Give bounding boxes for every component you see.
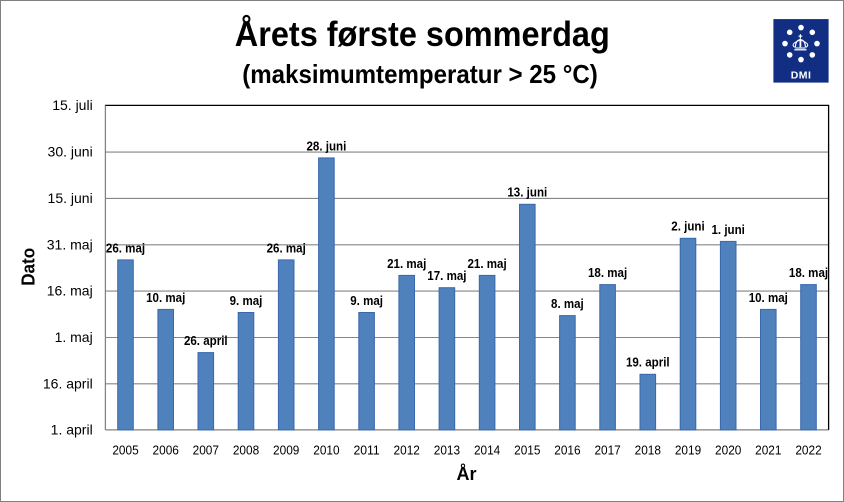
svg-text:18. maj: 18. maj <box>789 266 828 280</box>
svg-text:2007: 2007 <box>193 443 219 458</box>
svg-text:13. juni: 13. juni <box>507 186 547 200</box>
svg-text:2016: 2016 <box>554 443 580 458</box>
svg-text:10. maj: 10. maj <box>146 291 185 305</box>
svg-text:2008: 2008 <box>233 443 259 458</box>
svg-text:2021: 2021 <box>755 443 781 458</box>
svg-text:2006: 2006 <box>153 443 179 458</box>
svg-text:9. maj: 9. maj <box>350 294 383 308</box>
svg-text:2010: 2010 <box>313 443 339 458</box>
svg-text:17. maj: 17. maj <box>427 269 466 283</box>
svg-text:(maksimumtemperatur > 25 °C): (maksimumtemperatur > 25 °C) <box>242 59 598 89</box>
svg-text:16. april: 16. april <box>43 375 93 391</box>
svg-text:2015: 2015 <box>514 443 540 458</box>
svg-text:16. maj: 16. maj <box>47 283 93 299</box>
svg-text:30. juni: 30. juni <box>48 144 93 160</box>
svg-text:26. april: 26. april <box>184 334 228 348</box>
svg-text:18. maj: 18. maj <box>588 266 627 280</box>
svg-text:2022: 2022 <box>795 443 821 458</box>
svg-text:28. juni: 28. juni <box>306 139 346 153</box>
svg-text:15. juni: 15. juni <box>48 190 93 206</box>
svg-text:2017: 2017 <box>594 443 620 458</box>
svg-text:2013: 2013 <box>434 443 460 458</box>
svg-text:2014: 2014 <box>474 443 500 458</box>
svg-text:1. maj: 1. maj <box>55 329 93 345</box>
svg-text:Dato: Dato <box>19 248 39 286</box>
svg-text:21. maj: 21. maj <box>468 257 507 271</box>
svg-text:1. april: 1. april <box>51 422 93 438</box>
svg-text:2019: 2019 <box>675 443 701 458</box>
svg-text:1. juni: 1. juni <box>712 223 745 237</box>
svg-text:19. april: 19. april <box>626 356 670 370</box>
svg-text:26. maj: 26. maj <box>267 241 306 255</box>
svg-text:2012: 2012 <box>394 443 420 458</box>
svg-text:31. maj: 31. maj <box>47 236 93 252</box>
svg-text:21. maj: 21. maj <box>387 257 426 271</box>
svg-text:26. maj: 26. maj <box>106 241 145 255</box>
svg-text:Årets første sommerdag: Årets første sommerdag <box>235 14 610 54</box>
svg-text:DMI: DMI <box>791 70 812 82</box>
svg-text:2020: 2020 <box>715 443 741 458</box>
svg-text:2009: 2009 <box>273 443 299 458</box>
svg-text:2. juni: 2. juni <box>671 220 704 234</box>
svg-text:År: År <box>456 464 476 484</box>
svg-text:9. maj: 9. maj <box>230 294 263 308</box>
svg-text:8. maj: 8. maj <box>551 297 584 311</box>
svg-text:2018: 2018 <box>635 443 661 458</box>
svg-text:10. maj: 10. maj <box>749 291 788 305</box>
svg-text:2011: 2011 <box>353 443 379 458</box>
svg-text:15. juli: 15. juli <box>52 97 92 113</box>
svg-text:2005: 2005 <box>112 443 138 458</box>
